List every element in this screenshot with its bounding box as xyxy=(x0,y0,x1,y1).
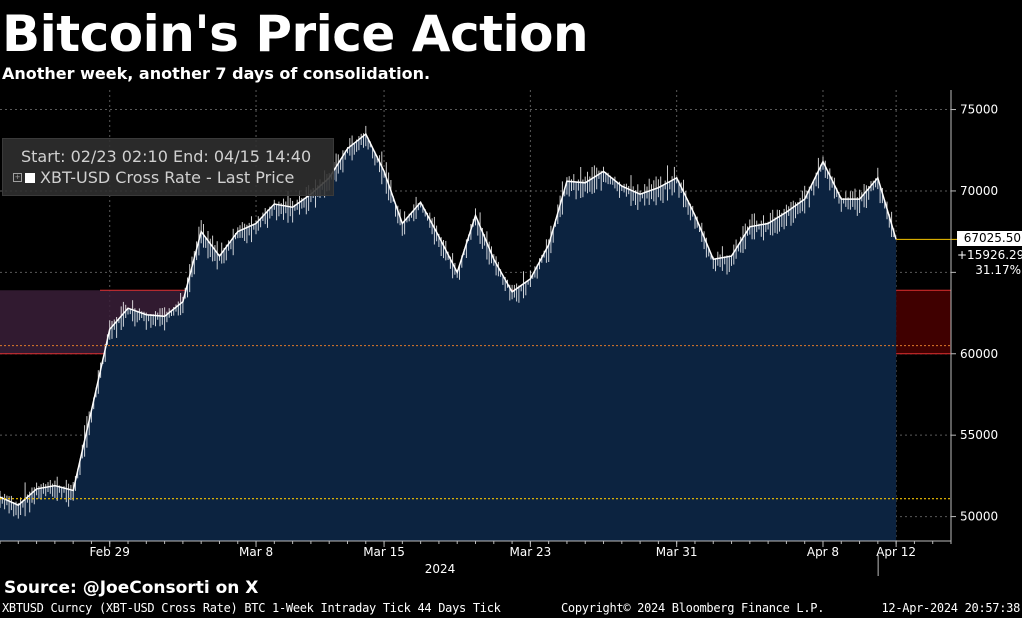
x-tick-label: Mar 8 xyxy=(239,545,273,559)
last-percent-label: 31.17% xyxy=(975,263,1021,277)
copyright: Copyright© 2024 Bloomberg Finance L.P. xyxy=(561,601,825,615)
ticker-description: XBTUSD Curncy (XBT-USD Cross Rate) BTC 1… xyxy=(2,601,501,615)
x-tick-label: Mar 31 xyxy=(656,545,698,559)
legend-date-range: Start: 02/23 02:10 End: 04/15 14:40 xyxy=(21,147,312,166)
right-range-band xyxy=(896,290,951,354)
x-year-label: 2024 xyxy=(425,562,456,576)
last-price-label: 67025.50 xyxy=(957,231,1022,246)
price-area xyxy=(0,134,897,541)
series-swatch-icon xyxy=(25,172,35,183)
x-tick-label: Feb 29 xyxy=(90,545,130,559)
page-title: Bitcoin's Price Action xyxy=(2,5,589,63)
x-tick-label: Mar 15 xyxy=(363,545,405,559)
last-change-label: +15926.29 xyxy=(957,248,1022,262)
y-tick-label: 50000 xyxy=(960,510,998,524)
axes: 50000 55000 60000 70000 75000 Feb 29 Mar 8 Mar … xyxy=(0,90,998,576)
price-line xyxy=(0,132,897,507)
page-subtitle: Another week, another 7 days of consolid… xyxy=(2,64,431,83)
y-tick-label: 75000 xyxy=(960,103,998,117)
legend: Start: 02/23 02:10 End: 04/15 14:40 + XB… xyxy=(2,138,334,196)
x-tick-label: Mar 23 xyxy=(509,545,551,559)
legend-series-row[interactable]: + XBT-USD Cross Rate - Last Price xyxy=(13,168,294,187)
timestamp: 12-Apr-2024 20:57:38 xyxy=(881,601,1021,615)
y-tick-label: 60000 xyxy=(960,347,998,361)
x-tick-label: Apr 12 xyxy=(876,545,916,559)
source-credit: Source: @JoeConsorti on X xyxy=(4,578,259,598)
x-tick-label: Apr 8 xyxy=(807,545,839,559)
y-tick-label: 70000 xyxy=(960,184,998,198)
legend-series-label: XBT-USD Cross Rate - Last Price xyxy=(40,168,295,187)
expand-icon[interactable]: + xyxy=(13,173,22,182)
y-tick-label: 55000 xyxy=(960,428,998,442)
